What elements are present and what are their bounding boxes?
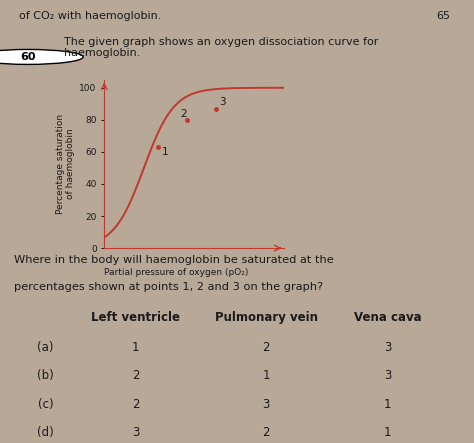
Text: 3: 3 (219, 97, 226, 107)
Text: 2: 2 (132, 369, 139, 382)
Text: 2: 2 (263, 426, 270, 439)
Text: 2: 2 (132, 398, 139, 411)
Text: Where in the body will haemoglobin be saturated at the: Where in the body will haemoglobin be sa… (14, 255, 334, 265)
Text: 3: 3 (263, 398, 270, 411)
Text: 65: 65 (436, 11, 450, 20)
Text: 1: 1 (384, 398, 392, 411)
Text: (c): (c) (38, 398, 53, 411)
Text: The given graph shows an oxygen dissociation curve for
haemoglobin.: The given graph shows an oxygen dissocia… (64, 37, 378, 58)
Y-axis label: Percentage saturation
of haemoglobin: Percentage saturation of haemoglobin (56, 114, 75, 214)
Text: (b): (b) (37, 369, 54, 382)
Text: 3: 3 (384, 369, 392, 382)
Text: 1: 1 (263, 369, 270, 382)
Text: (d): (d) (37, 426, 54, 439)
Circle shape (0, 50, 83, 64)
Text: Partial pressure of oxygen (pO₂): Partial pressure of oxygen (pO₂) (104, 268, 249, 277)
Text: 2: 2 (180, 109, 187, 119)
Text: Vena cava: Vena cava (354, 311, 421, 324)
Text: 3: 3 (132, 426, 139, 439)
Text: (a): (a) (37, 341, 54, 354)
Text: 1: 1 (162, 147, 169, 157)
Text: of CO₂ with haemoglobin.: of CO₂ with haemoglobin. (19, 11, 161, 20)
Text: Left ventricle: Left ventricle (91, 311, 180, 324)
Text: 2: 2 (263, 341, 270, 354)
Text: 60: 60 (20, 52, 36, 62)
Text: percentages shown at points 1, 2 and 3 on the graph?: percentages shown at points 1, 2 and 3 o… (14, 282, 323, 292)
Text: 3: 3 (384, 341, 392, 354)
Text: 1: 1 (132, 341, 139, 354)
Text: Pulmonary vein: Pulmonary vein (215, 311, 318, 324)
Text: 1: 1 (384, 426, 392, 439)
